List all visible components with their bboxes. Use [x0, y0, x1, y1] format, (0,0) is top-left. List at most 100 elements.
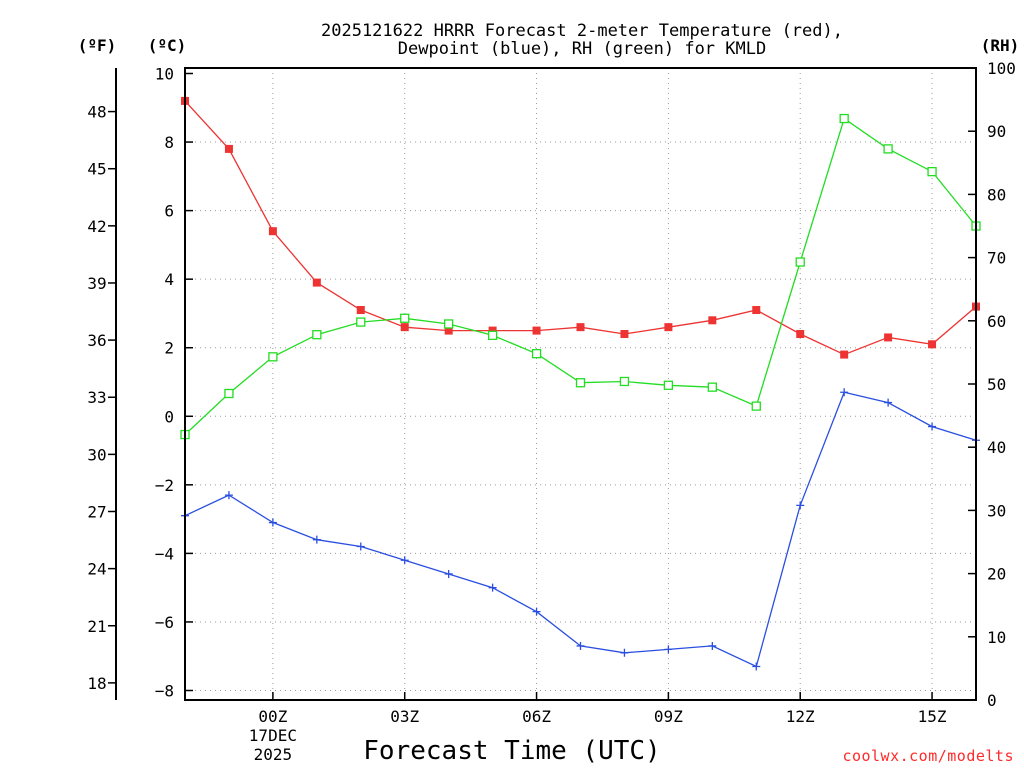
- celsius-unit-label: (ºC): [148, 36, 187, 55]
- temperature-point: [532, 326, 541, 335]
- dewpoint-point: [752, 662, 761, 671]
- rh-point: [795, 257, 805, 267]
- rh-point: [751, 401, 761, 411]
- rh-point: [619, 376, 630, 387]
- celsius-tick-label: −6: [155, 613, 174, 632]
- temperature-point: [928, 340, 937, 349]
- temperature-series: [181, 96, 980, 359]
- fahrenheit-tick-label: 42: [87, 217, 106, 236]
- temperature-point: [268, 227, 277, 236]
- rh-point: [707, 382, 717, 392]
- chart-title-line1: 2025121622 HRRR Forecast 2-meter Tempera…: [321, 21, 843, 41]
- dewpoint-point: [664, 645, 673, 654]
- dewpoint-point: [840, 388, 849, 397]
- chart-title-line2: Dewpoint (blue), RH (green) for KMLD: [398, 39, 766, 59]
- dewpoint-line: [184, 391, 977, 668]
- dewpoint-point: [312, 535, 321, 544]
- x-date-label: 17DEC: [249, 726, 297, 745]
- dewpoint-point: [576, 641, 585, 650]
- fahrenheit-tick-label: 18: [87, 674, 106, 693]
- rh-point: [883, 144, 893, 154]
- celsius-tick-label: 10: [155, 65, 174, 84]
- rh-point: [400, 313, 410, 323]
- fahrenheit-tick-label: 30: [87, 445, 106, 464]
- rh-tick-label: 30: [987, 501, 1006, 520]
- temperature-point: [444, 326, 453, 335]
- celsius-tick-label: −2: [155, 476, 174, 495]
- dewpoint-point: [884, 398, 893, 407]
- temperature-point: [884, 333, 893, 342]
- dewpoint-point: [268, 518, 277, 527]
- x-tick-label: 03Z: [390, 707, 419, 726]
- celsius-tick-label: −8: [155, 682, 174, 701]
- rh-series: [180, 113, 981, 440]
- celsius-tick-label: 2: [164, 339, 174, 358]
- dewpoint-point: [708, 641, 717, 650]
- rh-point: [531, 349, 542, 359]
- rh-point: [444, 319, 454, 329]
- temperature-point: [312, 278, 321, 287]
- rh-tick-label: 70: [987, 249, 1006, 268]
- rh-point: [356, 317, 366, 327]
- celsius-tick-label: 8: [164, 133, 174, 152]
- series-layer: [180, 96, 981, 671]
- celsius-tick-label: 0: [164, 407, 174, 426]
- dewpoint-point: [444, 569, 453, 578]
- fahrenheit-tick-label: 39: [87, 274, 106, 293]
- celsius-tick-label: 6: [164, 202, 174, 221]
- fahrenheit-tick-label: 27: [87, 502, 106, 521]
- dewpoint-point: [400, 556, 409, 565]
- fahrenheit-tick-label: 33: [87, 388, 106, 407]
- temperature-point: [840, 350, 849, 359]
- fahrenheit-tick-label: 45: [87, 160, 106, 179]
- temperature-point: [356, 306, 365, 315]
- rh-point: [487, 330, 498, 340]
- dewpoint-point: [620, 648, 629, 657]
- dewpoint-series: [181, 388, 980, 671]
- fahrenheit-tick-label: 24: [87, 560, 106, 579]
- rh-point: [312, 330, 322, 340]
- rh-point: [224, 388, 234, 399]
- fahrenheit-tick-label: 21: [87, 617, 106, 636]
- temperature-point: [752, 306, 761, 315]
- dewpoint-point: [532, 607, 541, 616]
- dewpoint-point: [224, 491, 233, 500]
- temperature-point: [620, 330, 629, 339]
- x-tick-label: 12Z: [786, 707, 815, 726]
- rh-point: [268, 352, 278, 362]
- dewpoint-point: [928, 422, 937, 431]
- temperature-point: [488, 326, 497, 335]
- rh-tick-label: 40: [987, 438, 1006, 457]
- x-tick-label: 15Z: [918, 707, 947, 726]
- rh-unit-label: (RH): [981, 36, 1020, 55]
- rh-tick-label: 50: [987, 375, 1006, 394]
- x-tick-label: 00Z: [258, 707, 287, 726]
- fahrenheit-tick-label: 36: [87, 331, 106, 350]
- temperature-line: [184, 100, 977, 356]
- dewpoint-point: [488, 583, 497, 592]
- rh-tick-label: 20: [987, 565, 1006, 584]
- celsius-tick-label: 4: [164, 270, 174, 289]
- rh-tick-label: 80: [987, 185, 1006, 204]
- x-tick-label: 06Z: [522, 707, 551, 726]
- x-year-label: 2025: [254, 745, 293, 764]
- dewpoint-point: [796, 501, 805, 510]
- dewpoint-point: [356, 542, 365, 551]
- temperature-point: [796, 330, 805, 339]
- temperature-point: [400, 323, 409, 332]
- rh-tick-label: 0: [987, 691, 997, 710]
- credit-text: coolwx.com/modelts: [842, 747, 1014, 765]
- temperature-point: [576, 323, 585, 332]
- fahrenheit-unit-label: (ºF): [78, 36, 117, 55]
- rh-tick-label: 90: [987, 122, 1006, 141]
- celsius-tick-label: −4: [155, 544, 174, 563]
- rh-tick-label: 10: [987, 628, 1006, 647]
- x-tick-label: 09Z: [654, 707, 683, 726]
- fahrenheit-tick-label: 48: [87, 103, 106, 122]
- x-axis-label: Forecast Time (UTC): [363, 736, 660, 766]
- temperature-point: [708, 316, 717, 325]
- temperature-point: [664, 323, 673, 332]
- grid-lines: [185, 68, 976, 700]
